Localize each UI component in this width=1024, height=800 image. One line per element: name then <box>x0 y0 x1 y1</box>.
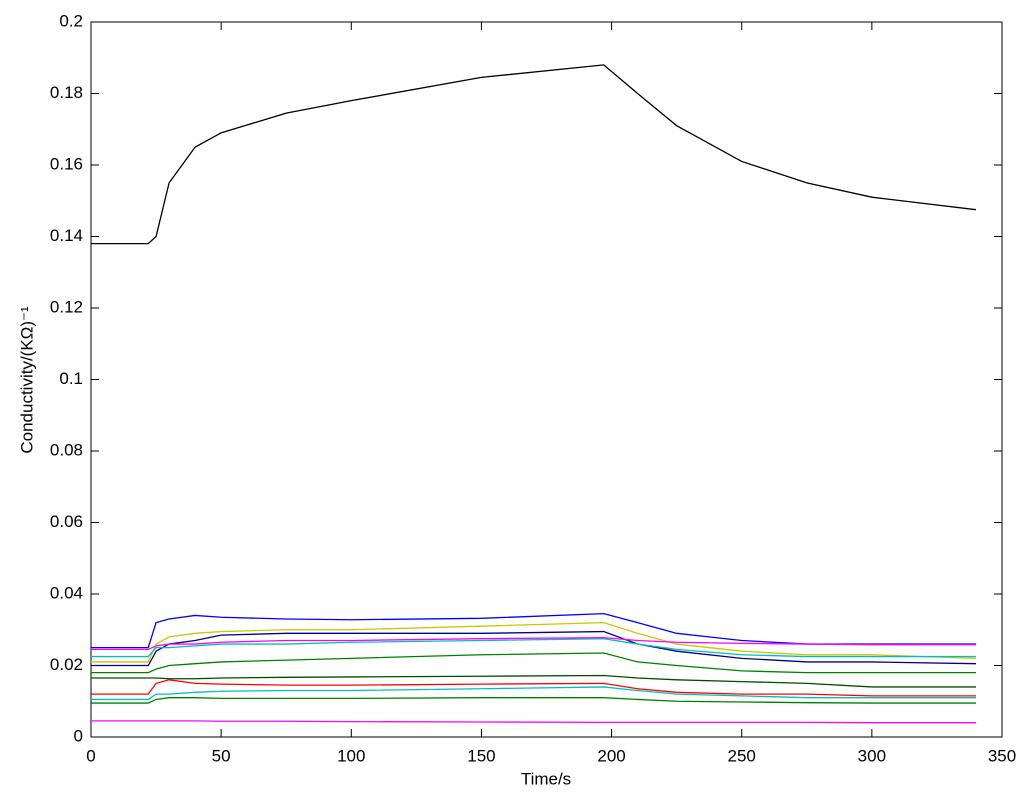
y-tick-label: 0.18 <box>50 83 83 102</box>
series-line <box>91 64 977 245</box>
series-line <box>91 638 976 658</box>
y-tick-label: 0.2 <box>59 11 83 30</box>
series-line <box>91 720 976 724</box>
y-tick-label: 0.06 <box>50 512 83 531</box>
series-line <box>91 697 976 704</box>
series-line <box>91 636 976 651</box>
y-tick-label: 0.02 <box>50 655 83 674</box>
series-line <box>91 621 976 663</box>
x-tick-label: 150 <box>467 746 495 765</box>
y-tick-label: 0.16 <box>50 154 83 173</box>
y-tick-label: 0.04 <box>50 583 83 602</box>
y-tick-label: 0.1 <box>59 369 83 388</box>
series-line <box>91 652 976 674</box>
y-tick-label: 0 <box>74 726 83 745</box>
y-tick-label: 0.14 <box>50 226 83 245</box>
y-tick-label: 0.08 <box>50 440 83 459</box>
plot-frame <box>90 21 1003 738</box>
x-tick-label: 100 <box>337 746 365 765</box>
series-line <box>91 686 976 701</box>
x-tick-label: 350 <box>988 746 1016 765</box>
x-tick-label: 50 <box>212 746 231 765</box>
x-tick-label: 300 <box>858 746 886 765</box>
x-tick-label: 0 <box>86 746 95 765</box>
series-line <box>91 679 976 697</box>
x-axis-label: Time/s <box>521 769 571 788</box>
series-line <box>91 613 976 649</box>
x-tick-label: 200 <box>597 746 625 765</box>
y-axis-label: Conductivity/(KΩ)⁻¹ <box>17 306 36 454</box>
series-line <box>91 674 976 688</box>
x-tick-label: 250 <box>728 746 756 765</box>
y-tick-label: 0.12 <box>50 297 83 316</box>
